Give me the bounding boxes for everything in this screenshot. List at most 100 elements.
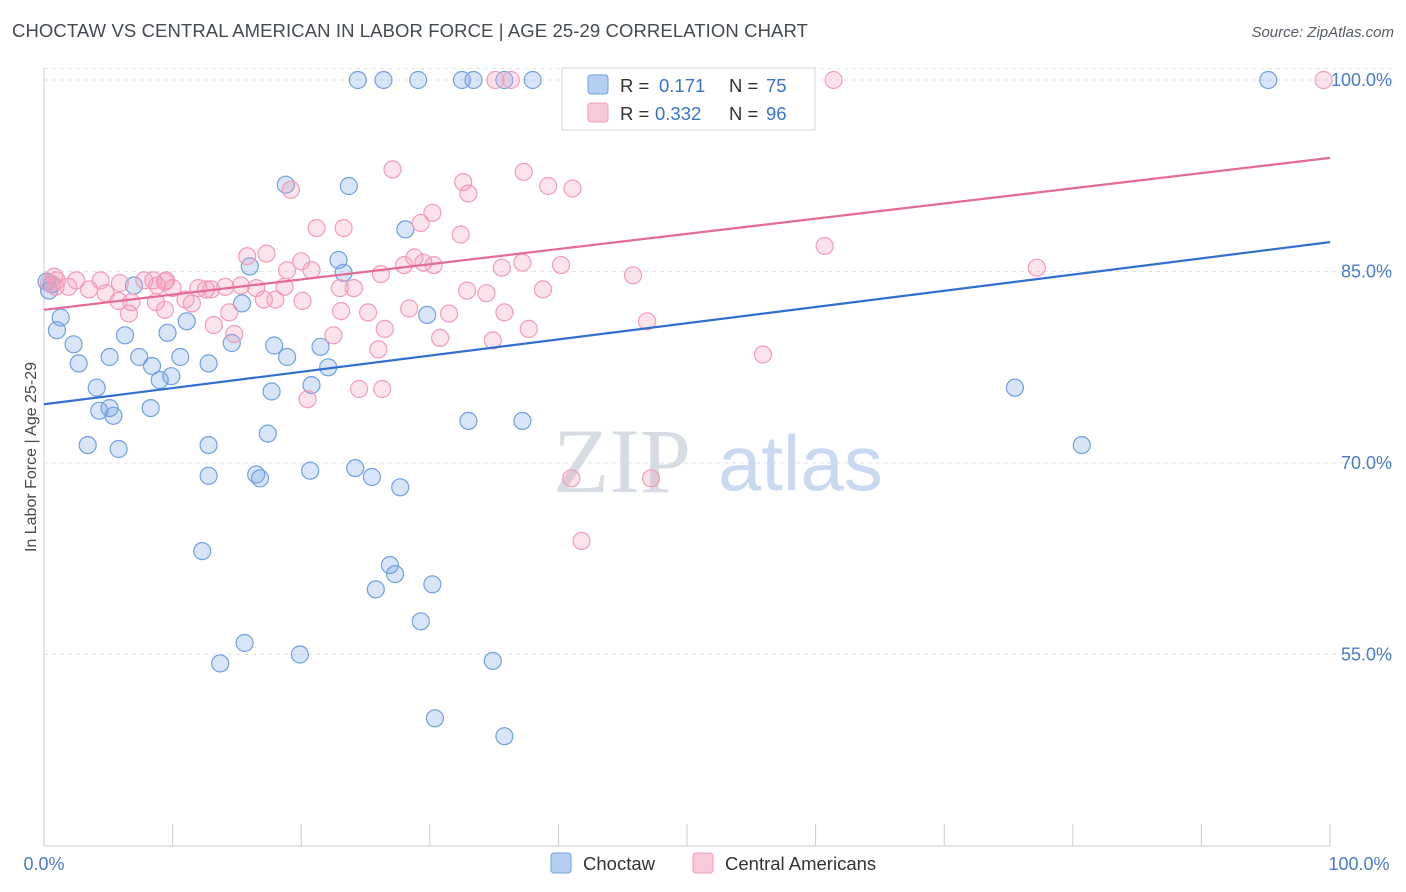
series-legend-label-choctaw: Choctaw	[583, 853, 656, 874]
series-legend: Choctaw Central Americans	[550, 852, 876, 874]
choctaw-point-48	[513, 411, 532, 430]
central-americans-point-83	[431, 328, 450, 347]
central-americans-point-78	[204, 316, 223, 335]
central-americans-point-71	[220, 303, 239, 322]
central-americans-point-8	[514, 162, 533, 181]
central-americans-point-21	[238, 247, 257, 266]
choctaw-point-18	[232, 294, 252, 313]
choctaw-point-57	[199, 466, 218, 485]
central-americans-point-30	[302, 261, 321, 280]
stats-legend: R = 0.171 N = 75 R = 0.332 N = 96	[561, 67, 816, 131]
x-ticks	[43, 824, 1331, 846]
choctaw-point-40	[262, 382, 281, 401]
choctaw-point-71	[425, 709, 444, 728]
central-americans-point-15	[411, 213, 430, 233]
x-tick-label-max: 100.0%	[1328, 854, 1389, 874]
choctaw-point-52	[78, 436, 97, 455]
central-americans-point-31	[278, 261, 297, 280]
watermark: ZIP atlas	[553, 410, 883, 512]
choctaw-point-65	[366, 580, 385, 599]
central-americans-point-62	[122, 293, 141, 312]
watermark-zip: ZIP	[553, 410, 691, 512]
central-americans-point-43	[110, 273, 130, 293]
central-americans-point-42	[79, 280, 99, 299]
central-americans-point-94	[344, 279, 363, 298]
choctaw-point-67	[235, 633, 254, 653]
choctaw-point-36	[199, 354, 218, 373]
central-americans-point-59	[533, 280, 553, 299]
y-tick-labels: 55.0% 70.0% 85.0% 100.0%	[1331, 70, 1392, 665]
central-americans-point-90	[562, 469, 581, 488]
choctaw-point-42	[1005, 378, 1025, 397]
central-americans-point-76	[495, 303, 514, 322]
central-americans-point-1	[501, 70, 520, 90]
choctaw-point-34	[142, 356, 162, 376]
central-americans-point-14	[423, 203, 442, 222]
choctaw-point-72	[495, 727, 514, 746]
series-legend-swatch-choctaw	[550, 852, 572, 874]
central-americans-point-17	[334, 219, 353, 238]
choctaw-point-25	[64, 335, 83, 354]
choctaw-point-61	[193, 541, 212, 561]
choctaw-point-2	[409, 70, 428, 90]
choctaw-point-63	[386, 564, 405, 584]
central-americans-point-65	[182, 294, 201, 313]
central-americans-point-67	[266, 290, 285, 309]
series-central-americans	[39, 70, 1333, 551]
legend-n-label-2: N =	[729, 103, 758, 124]
choctaw-point-62	[380, 555, 399, 575]
choctaw-point-66	[411, 612, 430, 631]
choctaw-point-30	[100, 347, 119, 367]
y-tick-label-70: 70.0%	[1341, 453, 1392, 473]
chart-title: CHOCTAW VS CENTRAL AMERICAN IN LABOR FOR…	[12, 20, 808, 41]
choctaw-point-24	[115, 326, 135, 345]
choctaw-point-9	[339, 176, 358, 196]
central-americans-point-85	[369, 340, 388, 359]
choctaw-point-44	[141, 399, 160, 418]
choctaw-point-1	[374, 70, 393, 90]
choctaw-trend-line	[43, 241, 1331, 406]
central-americans-point-86	[753, 345, 773, 364]
central-americans-point-0	[486, 70, 505, 90]
choctaw-point-58	[250, 469, 270, 488]
trend-lines	[43, 156, 1331, 406]
choctaw-point-8	[276, 175, 295, 194]
central-americans-point-41	[59, 277, 78, 296]
central-americans-point-20	[257, 244, 276, 263]
central-americans-point-70	[119, 304, 138, 323]
y-axis-title: In Labor Force | Age 25-29	[23, 362, 40, 552]
choctaw-point-59	[362, 467, 381, 487]
central-americans-point-58	[477, 284, 496, 303]
gridlines	[44, 68, 1392, 655]
choctaw-point-68	[290, 645, 309, 664]
choctaw-point-0	[348, 70, 367, 90]
choctaw-point-55	[346, 459, 365, 478]
choctaw-point-47	[459, 411, 478, 430]
series-choctaw	[37, 70, 1278, 746]
choctaw-point-37	[162, 367, 181, 386]
central-americans-point-33	[623, 266, 643, 285]
choctaw-point-64	[423, 575, 442, 594]
choctaw-point-51	[199, 436, 218, 455]
y-tick-label-55: 55.0%	[1341, 645, 1392, 665]
choctaw-point-10	[396, 220, 415, 239]
choctaw-point-45	[90, 401, 109, 420]
choctaw-point-26	[311, 337, 330, 356]
legend-r-value-2: 0.332	[655, 103, 701, 124]
central-americans-point-7	[383, 160, 402, 179]
central-americans-point-18	[451, 225, 470, 244]
central-americans-point-72	[359, 303, 378, 322]
choctaw-point-4	[464, 70, 483, 90]
legend-n-label-1: N =	[729, 75, 758, 96]
choctaw-point-29	[130, 347, 149, 367]
source-label: Source: ZipAtlas.com	[1251, 24, 1394, 41]
central-americans-point-73	[332, 302, 351, 321]
legend-n-value-2: 96	[766, 103, 787, 124]
central-americans-point-93	[155, 272, 174, 291]
choctaw-point-60	[391, 478, 410, 497]
choctaw-point-70	[483, 651, 502, 671]
central-americans-point-5	[824, 70, 843, 90]
choctaw-point-19	[418, 305, 437, 324]
central-americans-point-13	[459, 184, 478, 203]
central-americans-point-87	[373, 379, 392, 399]
